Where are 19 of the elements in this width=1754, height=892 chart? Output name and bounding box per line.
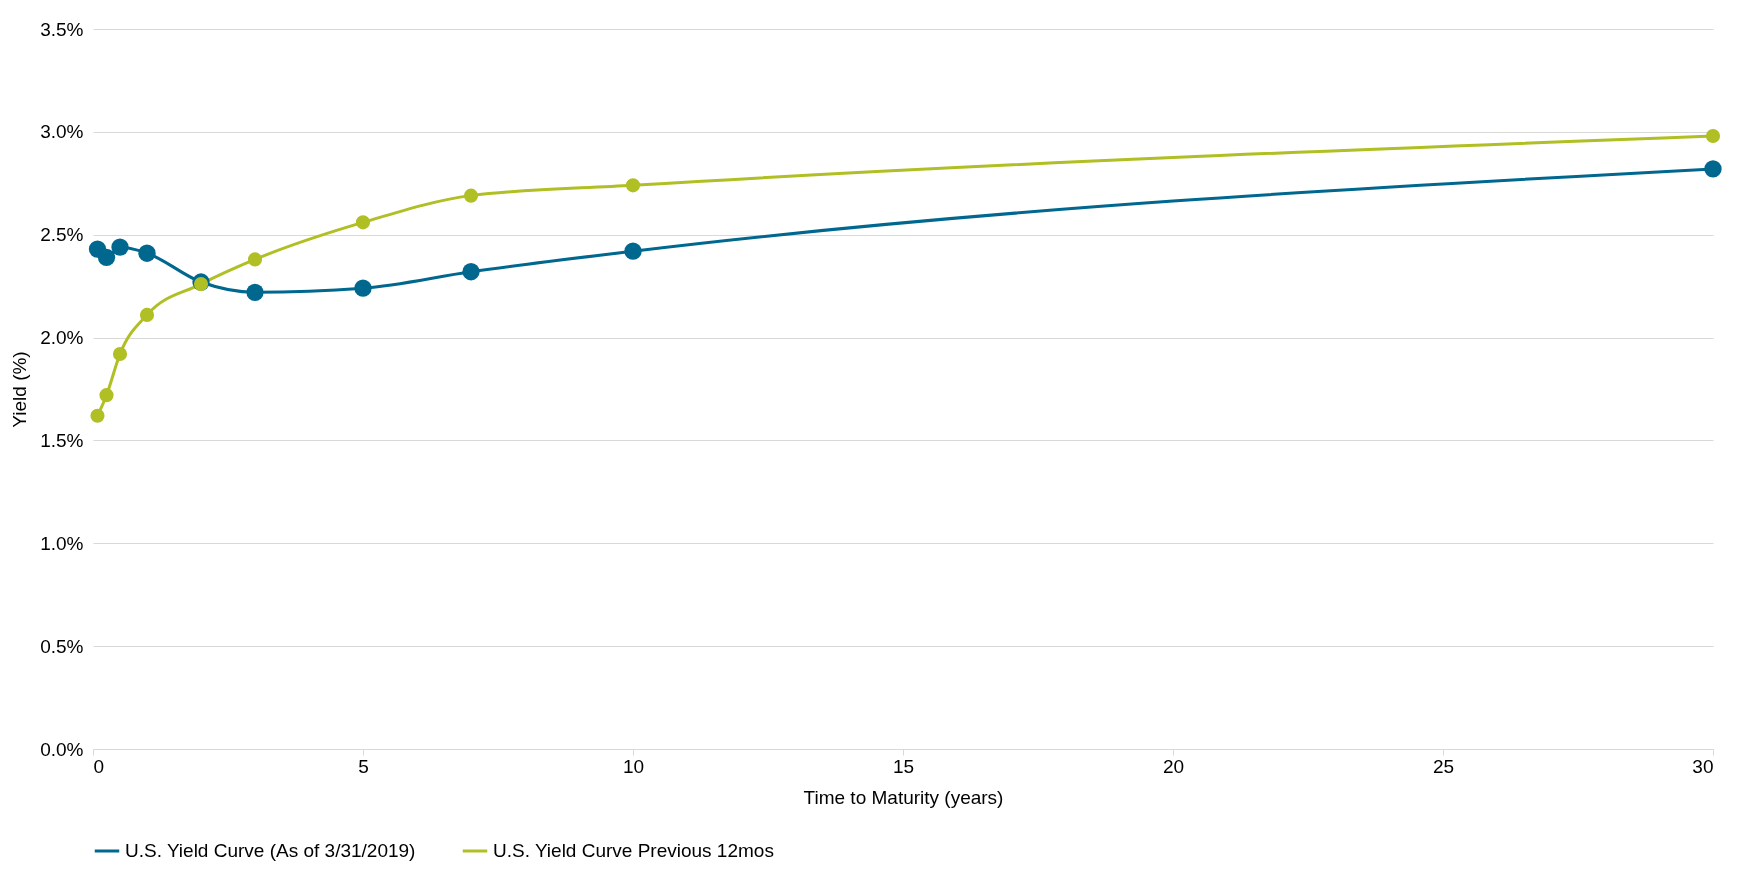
x-tick-label: 25 [1432, 755, 1455, 777]
y-tick-label: 3.0% [40, 121, 84, 143]
y-tick-label: 0.5% [40, 635, 84, 657]
y-tick-label: 2.0% [40, 327, 84, 349]
x-tick-label: 10 [622, 755, 645, 777]
y-tick-label: 0.0% [40, 738, 84, 760]
y-tick-label: 3.5% [40, 18, 84, 40]
x-tick-label: 30 [1692, 755, 1714, 777]
legend-label: U.S. Yield Curve Previous 12mos [493, 840, 774, 861]
x-tick-label: 15 [892, 755, 915, 777]
x-axis-title: Time to Maturity (years) [803, 786, 1004, 808]
y-tick-label: 1.5% [40, 429, 84, 451]
y-axis-title: Yield (%) [9, 351, 31, 428]
x-tick-label: 5 [358, 755, 369, 777]
x-tick-label: 20 [1162, 755, 1185, 777]
y-tick-label: 1.0% [40, 532, 84, 554]
y-tick-label: 2.5% [40, 224, 84, 246]
legend-label: U.S. Yield Curve (As of 3/31/2019) [125, 840, 416, 861]
x-tick-label: 0 [93, 755, 105, 777]
